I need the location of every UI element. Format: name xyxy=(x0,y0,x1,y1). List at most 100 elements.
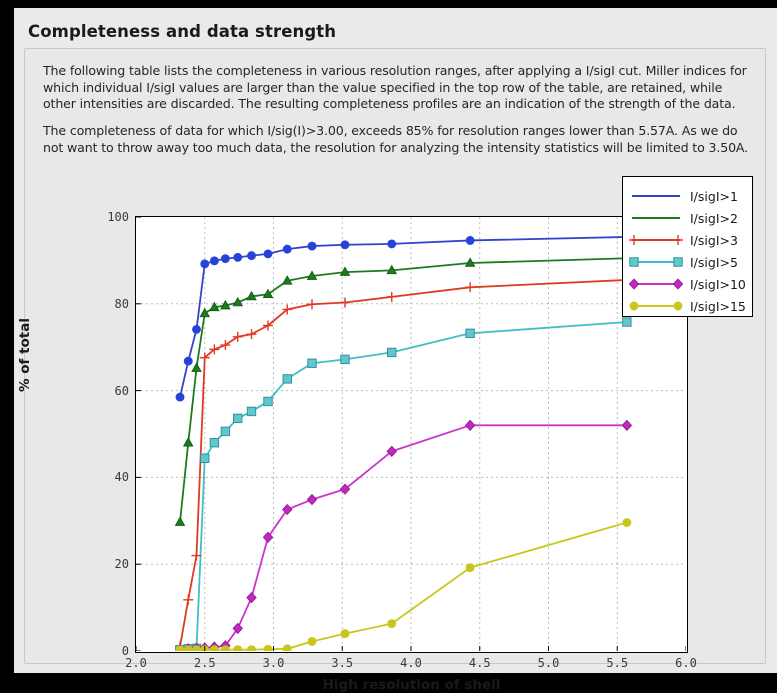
circle-marker xyxy=(387,239,397,249)
circle-marker xyxy=(282,244,292,254)
legend-line xyxy=(632,195,680,197)
plot-area: 0 20 40 60 80 100 2.0 2.5 3.0 3.5 4.0 4.5 5.0 5.5 6.0 xyxy=(107,210,697,670)
square-marker xyxy=(263,396,273,407)
square-marker xyxy=(465,328,475,339)
legend-marker xyxy=(673,257,683,267)
triangle-marker xyxy=(182,437,194,447)
x-tick-label: 2.5 xyxy=(193,656,216,670)
circle-marker xyxy=(465,563,475,573)
triangle-marker xyxy=(306,270,318,280)
triangle-marker xyxy=(464,257,476,267)
y-tick-label: 40 xyxy=(114,470,129,485)
diamond-marker xyxy=(628,278,640,290)
square-marker xyxy=(209,437,220,448)
y-tick-label: 0 xyxy=(121,644,129,658)
x-axis-label: High resolution of shell xyxy=(322,677,501,693)
plus-marker xyxy=(340,297,350,308)
report-sheet: Completeness and data strength The follo… xyxy=(14,8,777,693)
triangle-marker xyxy=(191,362,202,372)
legend-item[interactable]: I/sigI>3 xyxy=(623,229,752,251)
content-panel: The following table lists the completene… xyxy=(17,48,766,693)
circle-marker xyxy=(220,254,230,264)
x-tick-label: 3.5 xyxy=(331,656,354,670)
legend-marker xyxy=(629,235,639,245)
description-paragraph-1: The following table lists the completene… xyxy=(43,63,747,111)
circle-marker xyxy=(340,240,350,250)
triangle-marker xyxy=(232,296,244,307)
circle-marker xyxy=(183,645,193,651)
circle-marker xyxy=(192,645,201,651)
legend-item[interactable]: I/sigI>15 xyxy=(623,295,752,317)
x-tick-label: 4.0 xyxy=(400,656,422,670)
plus-marker xyxy=(307,299,317,310)
legend-label: I/sigI>1 xyxy=(690,188,738,204)
circle-marker xyxy=(183,356,193,366)
square-marker xyxy=(233,413,243,424)
diamond-marker xyxy=(262,531,274,543)
legend-marker xyxy=(628,278,640,290)
circle-marker xyxy=(233,645,243,651)
legend-key xyxy=(632,189,680,203)
diamond-marker xyxy=(232,622,243,635)
x-tick-label: 6.0 xyxy=(675,656,697,670)
circle-marker xyxy=(307,241,317,251)
square-marker xyxy=(246,406,257,417)
legend-line xyxy=(632,283,680,285)
square-marker xyxy=(387,347,397,358)
legend-item[interactable]: I/sigI>1 xyxy=(623,185,752,207)
plus-marker xyxy=(673,235,683,245)
legend-key xyxy=(632,211,680,225)
square-marker xyxy=(220,426,231,437)
plus-marker xyxy=(282,304,293,315)
chart-legend: I/sigI>1 I/sigI>2 I/sigI>3 I/sigI>5 I/sigI>1… xyxy=(622,176,753,317)
legend-item[interactable]: I/sigI>5 xyxy=(623,251,752,273)
circle-marker xyxy=(622,518,632,527)
legend-marker xyxy=(672,278,684,290)
legend-line xyxy=(632,261,680,263)
circle-marker xyxy=(192,324,201,334)
y-tick-label: 60 xyxy=(114,383,129,398)
legend-line xyxy=(632,217,680,219)
circle-marker xyxy=(282,644,292,651)
legend-key xyxy=(629,233,683,247)
plus-marker xyxy=(199,352,210,363)
legend-item[interactable]: I/sigI>2 xyxy=(623,207,752,229)
legend-marker xyxy=(629,257,639,267)
diamond-marker xyxy=(672,278,684,290)
series-line-i-sigi-3 xyxy=(179,279,627,647)
y-axis-label: % of total xyxy=(17,318,33,392)
circle-marker xyxy=(175,645,185,651)
triangle-marker xyxy=(220,299,231,310)
plus-marker xyxy=(629,235,639,245)
circle-marker xyxy=(247,251,256,261)
series-line-i-sigi-5 xyxy=(179,321,627,651)
x-tick-label: 4.5 xyxy=(468,656,491,670)
y-tick-label: 80 xyxy=(114,296,129,311)
plus-marker xyxy=(209,344,220,355)
diamond-marker xyxy=(386,445,397,458)
triangle-marker xyxy=(281,275,293,285)
square-marker xyxy=(200,453,210,464)
square-marker xyxy=(629,257,639,267)
circle-marker xyxy=(263,644,273,651)
legend-label: I/sigI>3 xyxy=(690,232,738,248)
plus-marker xyxy=(465,282,476,293)
square-marker xyxy=(340,354,350,365)
legend-item[interactable]: I/sigI>10 xyxy=(623,273,752,295)
x-tick-label: 5.5 xyxy=(606,656,629,670)
x-tick-label: 2.0 xyxy=(125,656,147,670)
legend-key xyxy=(628,277,684,291)
triangle-marker xyxy=(209,301,220,312)
circle-marker xyxy=(340,629,350,639)
triangle-marker xyxy=(199,307,211,318)
legend-line xyxy=(632,239,680,241)
square-marker xyxy=(622,317,632,327)
diamond-marker xyxy=(306,493,318,506)
plus-marker xyxy=(386,291,397,302)
y-tick-label: 20 xyxy=(114,557,129,572)
legend-key xyxy=(629,255,683,269)
diamond-marker xyxy=(464,419,476,431)
x-tick-label: 3.0 xyxy=(262,656,285,670)
legend-label: I/sigI>2 xyxy=(690,210,738,226)
plus-marker xyxy=(220,340,231,351)
